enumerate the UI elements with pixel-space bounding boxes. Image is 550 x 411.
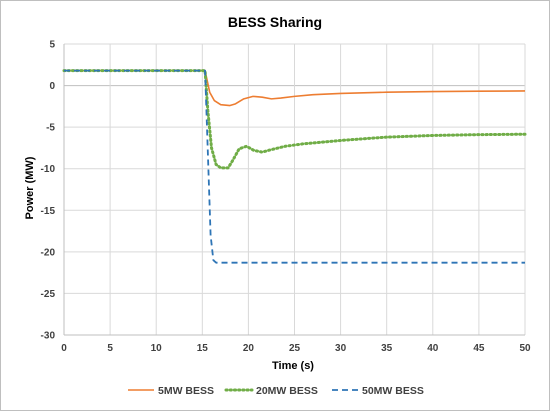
- x-tick-label: 20: [243, 343, 255, 354]
- x-tick-label: 40: [427, 343, 439, 354]
- y-tick-label: -10: [41, 164, 56, 175]
- y-tick-label: -25: [41, 289, 56, 300]
- y-tick-label: -5: [46, 123, 55, 134]
- series-line-2: [62, 69, 527, 170]
- x-tick-label: 45: [473, 343, 485, 354]
- x-tick-label: 15: [197, 343, 209, 354]
- legend-label-1: 5MW BESS: [158, 385, 214, 397]
- y-tick-label: -30: [41, 331, 56, 342]
- x-tick-label: 25: [289, 343, 301, 354]
- axes: 50-5-10-15-20-25-300 5 10 15 20 25 30 35 40 45 50: [41, 40, 531, 355]
- x-tick-label: 30: [335, 343, 347, 354]
- x-tick-label: 10: [151, 343, 163, 354]
- x-tick-label: 5: [107, 343, 113, 354]
- data-series: [62, 69, 527, 264]
- grid-lines: [63, 43, 526, 336]
- x-tick-label: 50: [519, 343, 531, 354]
- y-axis-title: Power (MW): [24, 156, 36, 219]
- legend-label-2: 20MW BESS: [256, 385, 318, 397]
- series-line-3: [64, 69, 525, 264]
- chart-title: BESS Sharing: [228, 14, 322, 30]
- x-tick-label: 0: [61, 343, 67, 354]
- legend: 5MW BESS 20MW BESS 50MW BESS: [128, 385, 424, 397]
- y-tick-label: -15: [41, 206, 56, 217]
- y-tick-label: -20: [41, 247, 56, 258]
- legend-label-3: 50MW BESS: [362, 385, 424, 397]
- y-tick-label: 0: [49, 81, 55, 92]
- y-tick-label: 5: [49, 40, 55, 51]
- x-axis-title: Time (s): [272, 360, 314, 372]
- series-line-1: [64, 69, 526, 107]
- x-tick-label: 35: [381, 343, 393, 354]
